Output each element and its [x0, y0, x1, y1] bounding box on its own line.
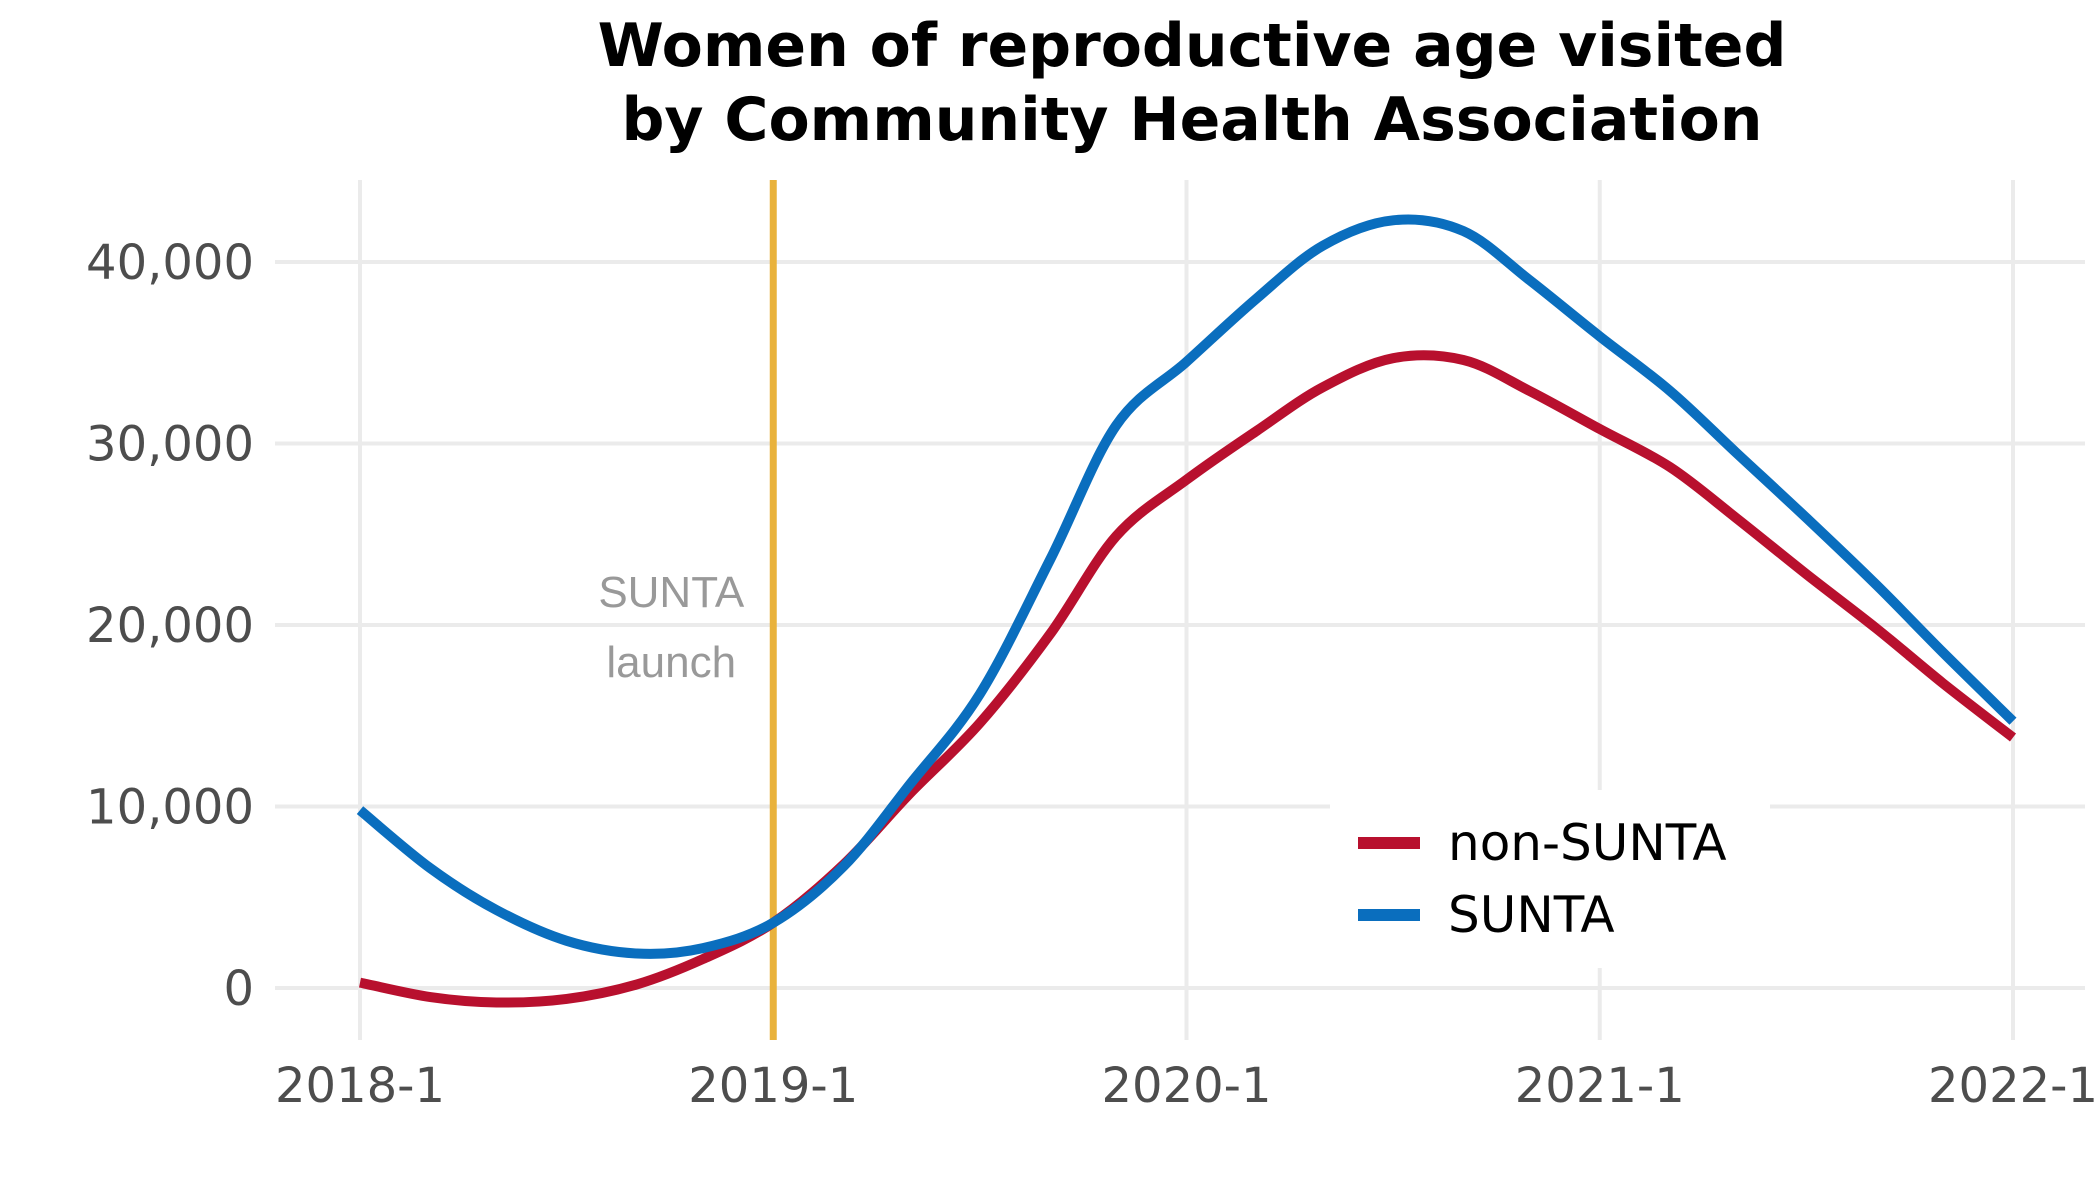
- x-tick-label-2: 2020-1: [1101, 1058, 1271, 1114]
- x-tick-label-4: 2022-1: [1928, 1058, 2098, 1114]
- legend-background: [1330, 790, 1770, 968]
- series-line-non-sunta: [358, 350, 2017, 1008]
- y-tick-label-0: 0: [223, 961, 254, 1017]
- chart-title-line-2: by Community Health Association: [621, 85, 1762, 155]
- gridlines: [275, 180, 2085, 1040]
- annotation-label-line-1: SUNTA: [598, 568, 745, 617]
- x-tick-label-0: 2018-1: [275, 1058, 445, 1114]
- series-layer: [356, 214, 2017, 1008]
- x-tick-label-1: 2019-1: [688, 1058, 858, 1114]
- legend: non-SUNTA SUNTA: [1330, 790, 1770, 968]
- chart-title-line-1: Women of reproductive age visited: [598, 11, 1787, 81]
- chart-title: Women of reproductive age visited by Com…: [598, 11, 1787, 155]
- x-axis: 2018-1 2019-1 2020-1 2021-1 2022-1: [275, 1058, 2098, 1114]
- y-axis: 0 10,000 20,000 30,000 40,000: [86, 235, 254, 1017]
- annotation-label-line-2: launch: [606, 638, 736, 687]
- y-tick-label-4: 40,000: [86, 235, 254, 291]
- x-tick-label-3: 2021-1: [1515, 1058, 1685, 1114]
- legend-label-sunta: SUNTA: [1448, 886, 1615, 944]
- annotation-layer: SUNTA launch: [598, 180, 777, 1040]
- y-tick-label-2: 20,000: [86, 598, 254, 654]
- y-tick-label-3: 30,000: [86, 417, 254, 473]
- legend-label-non-sunta: non-SUNTA: [1448, 814, 1727, 872]
- y-tick-label-1: 10,000: [86, 780, 254, 836]
- series-line-sunta: [356, 214, 2017, 959]
